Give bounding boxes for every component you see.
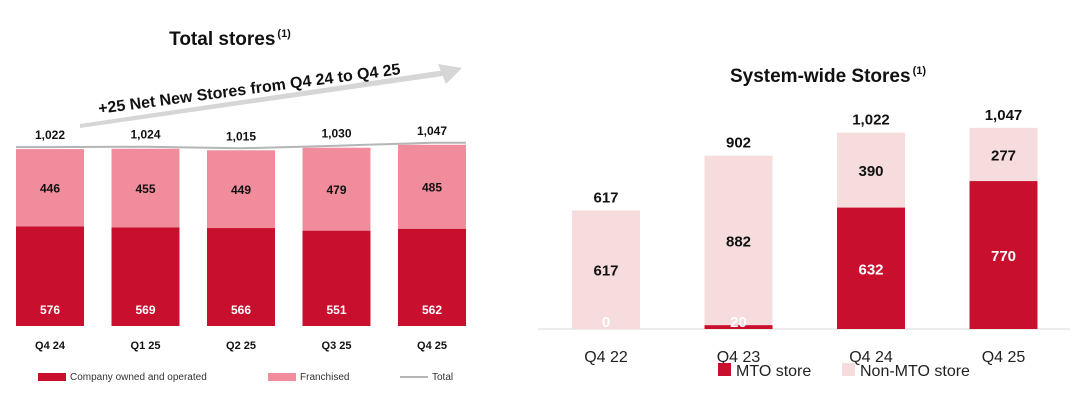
legend-label-company-owned: Company owned and operated: [70, 372, 207, 383]
label-mto-0: 0: [602, 314, 610, 331]
label-franchised-2: 449: [231, 183, 251, 197]
label-non-mto-1: 882: [726, 233, 751, 250]
category-label-0: Q4 24: [35, 340, 66, 352]
category-label-1: Q4 23: [717, 349, 761, 366]
label-franchised-0: 446: [40, 182, 60, 196]
bar-mto-1: [704, 325, 773, 329]
label-total-0: 1,022: [35, 128, 65, 142]
legend-label-franchised: Franchised: [300, 372, 349, 383]
label-company-owned-3: 551: [326, 303, 346, 317]
label-total-1: 902: [726, 135, 751, 152]
bar-non-mto-3: [969, 127, 1038, 182]
bar-non-mto-0: [572, 210, 640, 329]
net-new-arrow-shaft: [80, 70, 450, 128]
label-total-3: 1,030: [321, 127, 351, 141]
right-bars: 0 617 617 Q4 22 20 882 902 Q4 23 632 390 1,022 Q4 2…: [538, 107, 1070, 366]
label-company-owned-0: 576: [40, 303, 60, 317]
right-legend: MTO store Non-MTO store: [718, 363, 970, 380]
legend-label-mto: MTO store: [736, 363, 811, 380]
bar-mto-3: [969, 181, 1038, 329]
label-company-owned-4: 562: [422, 303, 442, 317]
label-total-3: 1,047: [985, 107, 1023, 124]
net-new-annotation: +25 Net New Stores from Q4 24 to Q4 25: [97, 61, 401, 118]
bar-franchised-3: [302, 147, 371, 231]
bar-company-owned-3: [302, 230, 371, 326]
category-label-1: Q1 25: [131, 340, 161, 352]
legend-swatch-franchised: [268, 373, 296, 381]
label-franchised-3: 479: [326, 183, 346, 197]
bar-non-mto-1: [704, 155, 773, 326]
label-total-2: 1,022: [852, 112, 890, 129]
label-non-mto-3: 277: [991, 147, 1016, 164]
bar-company-owned-1: [111, 227, 180, 326]
bar-franchised-4: [398, 144, 466, 229]
bar-company-owned-4: [398, 228, 466, 326]
label-non-mto-2: 390: [858, 163, 883, 180]
left-bars: 576 446 1,022 Q4 24 569 455 1,024 Q1 25 566 449 1,…: [16, 124, 466, 352]
label-mto-1: 20: [730, 314, 747, 331]
label-total-0: 617: [593, 189, 618, 206]
bar-company-owned-0: [16, 226, 84, 326]
bar-franchised-0: [16, 149, 84, 227]
legend-swatch-mto: [718, 363, 731, 376]
total-line: [16, 141, 466, 150]
label-franchised-1: 455: [135, 182, 155, 196]
bar-company-owned-2: [207, 228, 275, 326]
net-new-arrow-head: [438, 64, 462, 84]
bar-franchised-1: [111, 148, 180, 228]
label-total-2: 1,015: [226, 129, 256, 143]
category-label-2: Q2 25: [226, 340, 256, 352]
label-total-1: 1,024: [130, 128, 160, 142]
category-label-2: Q4 24: [849, 349, 893, 366]
right-chart-title: System-wide Stores (1): [730, 65, 926, 87]
legend-swatch-company-owned: [38, 373, 66, 381]
legend-label-non-mto: Non-MTO store: [860, 363, 970, 380]
left-chart-title: Total stores (1): [169, 28, 291, 50]
label-mto-3: 770: [991, 248, 1016, 265]
legend-label-total: Total: [432, 372, 453, 383]
label-company-owned-1: 569: [135, 303, 155, 317]
label-franchised-4: 485: [422, 181, 442, 195]
left-legend: Company owned and operated Franchised Tota…: [38, 372, 453, 383]
category-label-3: Q3 25: [322, 340, 352, 352]
label-total-4: 1,047: [417, 124, 447, 138]
legend-swatch-non-mto: [842, 363, 855, 376]
system-wide-stores-chart: System-wide Stores (1) 0 617 617 Q4 22 20 882 9…: [538, 65, 1070, 380]
label-mto-2: 632: [858, 261, 883, 278]
net-new-arrow: [80, 64, 462, 128]
bar-non-mto-2: [837, 132, 905, 208]
category-label-0: Q4 22: [584, 349, 628, 366]
label-non-mto-0: 617: [593, 263, 618, 280]
category-label-3: Q4 25: [982, 349, 1026, 366]
bar-mto-2: [837, 207, 905, 329]
total-stores-chart: Total stores (1) +25 Net New Stores from …: [16, 28, 466, 383]
category-label-4: Q4 25: [417, 340, 447, 352]
label-company-owned-2: 566: [231, 303, 251, 317]
bar-franchised-2: [207, 150, 275, 229]
